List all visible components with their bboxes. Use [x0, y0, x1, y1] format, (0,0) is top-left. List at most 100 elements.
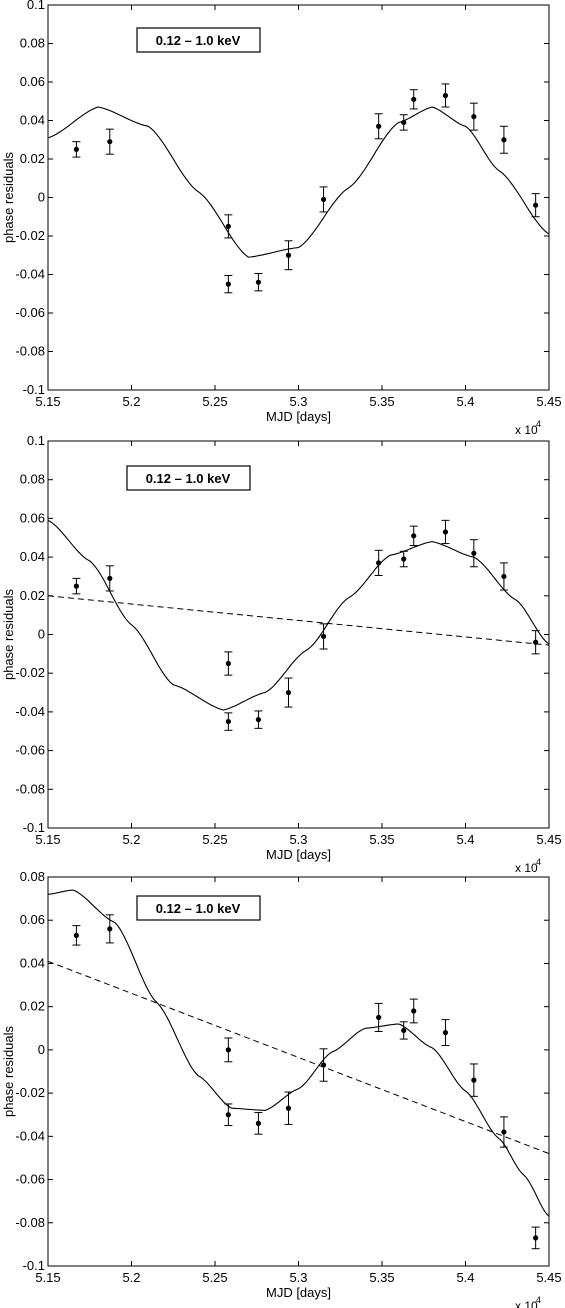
- y-tick-label: -0.06: [15, 1172, 45, 1187]
- y-axis-label: phase residuals: [1, 1025, 16, 1117]
- chart-panel-3: 5.15 5.2 5.25 5.3 5.35 5.4 5.45 0.08 0.06 0.04 0.0…: [1, 872, 562, 1308]
- y-tick-label: -0.08: [15, 781, 45, 796]
- data-point: [376, 123, 382, 129]
- legend-label: 0.12 – 1.0 keV: [156, 33, 241, 48]
- x-axis-label: MJD [days]: [266, 847, 331, 862]
- legend-box: [126, 465, 251, 491]
- data-point: [255, 1120, 262, 1126]
- x-tick-label: 5.2: [122, 832, 140, 847]
- x-tick-label: 5.3: [289, 832, 307, 847]
- legend-label: 0.12 – 1.0 keV: [156, 901, 241, 916]
- y-tick-label: 0: [38, 190, 45, 205]
- x-tick-label: 5.2: [122, 1270, 140, 1285]
- data-point: [471, 1077, 477, 1083]
- y-tick-label: 0.02: [20, 999, 45, 1014]
- x-tick-label: 5.2: [122, 394, 140, 409]
- y-tick-label: 0.1: [27, 0, 45, 12]
- data-point: [501, 137, 507, 143]
- y-tick-label: 0.08: [20, 36, 45, 51]
- x-axis-multiplier: x 10: [515, 423, 538, 436]
- y-tick-label: 0.04: [20, 549, 45, 564]
- data-point: [225, 223, 231, 229]
- x-tick-label: 5.4: [456, 394, 474, 409]
- x-axis-multiplier: x 10: [515, 861, 538, 872]
- data-point: [401, 556, 407, 562]
- y-tick-label: -0.04: [15, 1128, 45, 1143]
- data-point: [255, 717, 262, 723]
- x-tick-label: 5.45: [536, 832, 561, 847]
- data-point: [107, 575, 113, 581]
- y-axis-label: phase residuals: [1, 151, 16, 243]
- x-tick-label: 5.3: [289, 394, 307, 409]
- y-tick-label: 0.06: [20, 912, 45, 927]
- data-point: [225, 1047, 231, 1053]
- data-point: [285, 1105, 292, 1111]
- legend-label: 0.12 – 1.0 keV: [146, 471, 231, 486]
- data-point: [411, 533, 417, 539]
- y-tick-label: -0.1: [23, 820, 45, 835]
- x-tick-label: 5.25: [202, 394, 227, 409]
- chart-panel-2: 5.15 5.2 5.25 5.3 5.35 5.4 5.45 0.1 0.08 0.06 0.04…: [1, 436, 562, 872]
- y-tick-label: 0: [38, 627, 45, 642]
- data-point: [320, 196, 327, 203]
- y-tick-label: 0.02: [20, 151, 45, 166]
- data-point: [471, 550, 477, 556]
- x-tick-label: 5.15: [35, 1270, 60, 1285]
- model-curve: [47, 519, 550, 711]
- y-tick-label: 0.06: [20, 74, 45, 89]
- y-tick-label: 0.1: [27, 436, 45, 448]
- x-tick-label: 5.25: [202, 832, 227, 847]
- data-point: [376, 1014, 382, 1021]
- y-tick-label: 0.04: [20, 113, 45, 128]
- model-curve: [47, 889, 550, 1217]
- data-point: [255, 279, 262, 285]
- x-axis-multiplier-exponent: 4: [536, 419, 541, 429]
- x-axis-multiplier-exponent: 4: [536, 1295, 541, 1305]
- x-tick-label: 5.3: [289, 1270, 307, 1285]
- data-point: [107, 139, 113, 145]
- legend-box: [136, 27, 261, 53]
- data-point: [442, 1030, 449, 1036]
- linear-trend-line: [47, 960, 550, 1155]
- data-point: [225, 281, 231, 287]
- legend-box: [136, 895, 261, 921]
- data-point: [533, 1235, 539, 1241]
- data-point: [73, 146, 79, 152]
- x-tick-label: 5.45: [536, 394, 561, 409]
- data-point: [225, 660, 231, 667]
- x-axis-multiplier-exponent: 4: [536, 857, 541, 867]
- data-point: [285, 689, 292, 696]
- y-tick-label: 0.04: [20, 955, 45, 970]
- x-tick-label: 5.15: [35, 394, 60, 409]
- x-axis-label: MJD [days]: [266, 409, 331, 424]
- data-point: [285, 252, 292, 258]
- y-tick-label: 0.08: [20, 472, 45, 487]
- x-axis-label: MJD [days]: [266, 1285, 331, 1300]
- data-point: [501, 1129, 507, 1135]
- data-point: [73, 932, 79, 938]
- data-point: [320, 633, 327, 640]
- y-tick-label: -0.08: [15, 344, 45, 359]
- data-point: [442, 92, 449, 99]
- x-tick-label: 5.35: [369, 832, 394, 847]
- data-point: [471, 114, 477, 120]
- x-tick-label: 5.25: [202, 1270, 227, 1285]
- y-tick-label: 0.08: [20, 872, 45, 884]
- chart-panel-1: 5.15 5.2 5.25 5.3 5.35 5.4 5.45 0.1 0.08 0.06 0.04…: [1, 0, 562, 436]
- y-tick-label: -0.08: [15, 1215, 45, 1230]
- data-point: [107, 926, 113, 932]
- y-tick-label: 0: [38, 1042, 45, 1057]
- model-curve: [47, 106, 550, 258]
- y-tick-label: -0.1: [23, 382, 45, 397]
- x-axis-multiplier: x 10: [515, 1299, 538, 1308]
- x-tick-label: 5.45: [536, 1270, 561, 1285]
- data-point: [442, 529, 449, 535]
- y-tick-label: -0.06: [15, 743, 45, 758]
- plot-frame: [47, 440, 550, 829]
- data-point: [225, 1112, 231, 1118]
- data-point: [411, 1008, 417, 1014]
- data-point: [533, 202, 539, 208]
- y-tick-label: 0.02: [20, 588, 45, 603]
- x-tick-label: 5.4: [456, 832, 474, 847]
- y-tick-label: -0.04: [15, 704, 45, 719]
